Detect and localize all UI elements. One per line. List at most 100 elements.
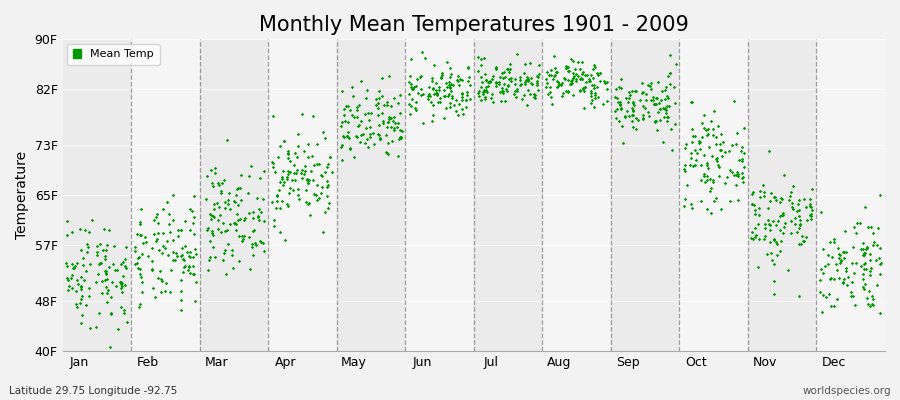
Point [872, 192, 886, 198]
Point [608, 108, 623, 115]
Point [559, 65, 573, 71]
Point [204, 230, 219, 236]
Point [737, 124, 751, 131]
Point [736, 174, 751, 180]
Point [266, 159, 280, 166]
Point [320, 184, 334, 190]
Point [220, 137, 234, 144]
Point [281, 150, 295, 156]
Point [540, 80, 554, 86]
Point [266, 199, 280, 206]
Point [718, 148, 733, 155]
Point [128, 248, 142, 254]
Bar [337, 39, 405, 351]
Point [667, 84, 681, 90]
Point [119, 265, 133, 272]
Point [621, 98, 635, 105]
Point [527, 92, 542, 98]
Point [481, 78, 495, 85]
Point [312, 161, 327, 167]
Point [135, 279, 149, 285]
Point [213, 212, 228, 218]
Point [751, 264, 765, 271]
Point [585, 81, 599, 88]
Point [352, 122, 366, 128]
Point [559, 88, 573, 94]
Point [372, 94, 386, 101]
Point [381, 119, 395, 125]
Point [266, 222, 281, 229]
Point [341, 129, 356, 136]
Point [459, 97, 473, 103]
Point [589, 64, 603, 70]
Point [223, 221, 238, 227]
Point [391, 153, 405, 160]
Point [751, 221, 765, 227]
Point [864, 301, 878, 307]
Point [176, 244, 190, 251]
Point [379, 149, 393, 155]
Point [576, 86, 590, 92]
Point [104, 311, 118, 318]
Point [75, 312, 89, 318]
Point [846, 224, 860, 230]
Point [629, 126, 643, 132]
Point [174, 307, 188, 313]
Point [280, 176, 294, 182]
Point [372, 122, 386, 128]
Point [680, 141, 694, 147]
Point [416, 120, 430, 126]
Point [665, 147, 680, 154]
Point [663, 70, 678, 76]
Point [402, 72, 417, 79]
Point [662, 70, 677, 76]
Point [166, 248, 181, 255]
Point [639, 96, 653, 103]
Point [436, 86, 451, 93]
Point [62, 283, 77, 290]
Point [185, 263, 200, 269]
Point [587, 104, 601, 110]
Point [636, 89, 651, 96]
Point [471, 54, 485, 60]
Point [408, 84, 422, 91]
Point [350, 134, 365, 140]
Point [187, 270, 202, 277]
Point [311, 194, 326, 201]
Point [386, 127, 400, 133]
Point [572, 75, 587, 82]
Point [80, 249, 94, 256]
Point [790, 229, 805, 235]
Point [523, 91, 537, 97]
Point [322, 200, 337, 206]
Point [174, 253, 188, 260]
Point [351, 123, 365, 129]
Point [789, 208, 804, 215]
Point [235, 233, 249, 239]
Point [804, 216, 818, 222]
Point [204, 228, 219, 234]
Point [693, 162, 707, 168]
Point [833, 252, 848, 258]
Point [451, 78, 465, 84]
Point [492, 81, 507, 87]
Point [433, 95, 447, 101]
Point [524, 75, 538, 81]
Point [375, 74, 390, 81]
Point [307, 162, 321, 168]
Point [647, 118, 662, 125]
Point [222, 190, 237, 196]
Point [302, 179, 316, 186]
Point [521, 78, 535, 84]
Point [645, 94, 660, 100]
Point [612, 118, 626, 124]
Point [283, 169, 297, 176]
Point [699, 162, 714, 168]
Point [178, 218, 193, 225]
Point [269, 192, 284, 199]
Point [295, 166, 310, 173]
Point [325, 169, 339, 175]
Point [513, 77, 527, 84]
Point [459, 96, 473, 103]
Point [59, 218, 74, 224]
